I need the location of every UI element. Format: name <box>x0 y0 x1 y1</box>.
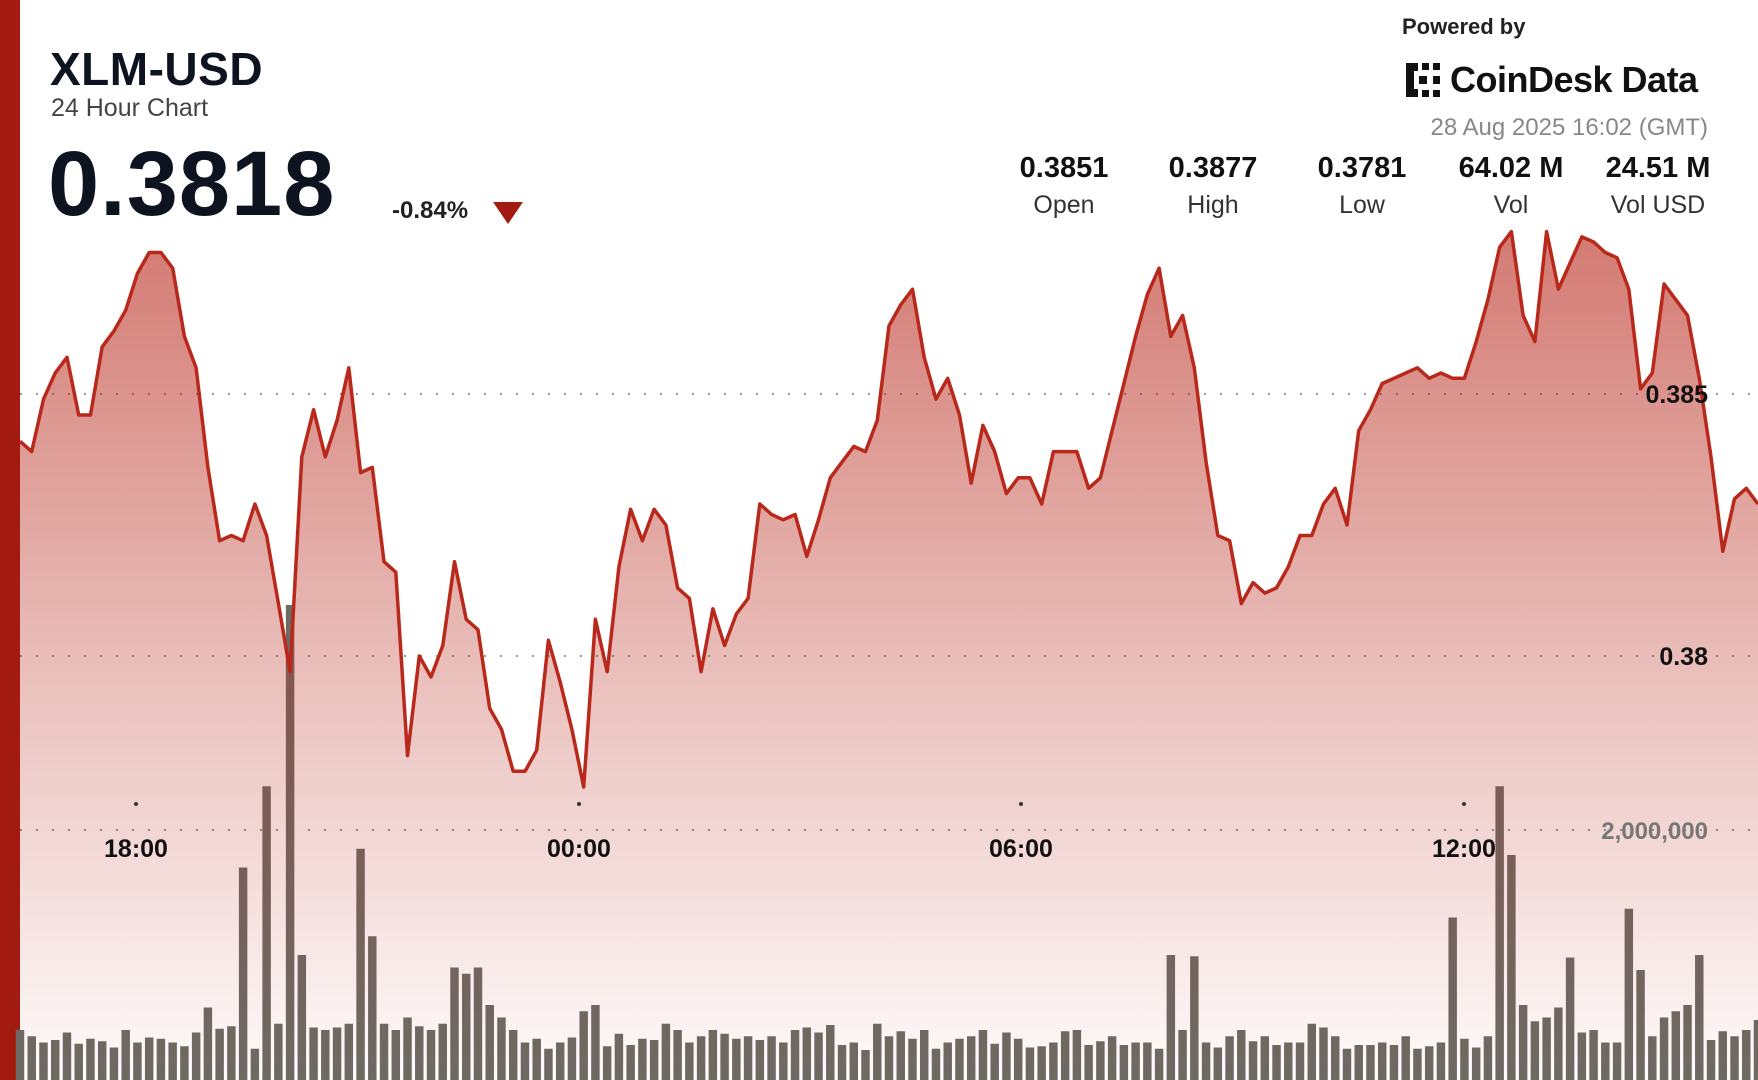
x-tick-label: 06:00 <box>989 835 1053 863</box>
timestamp: 28 Aug 2025 16:02 (GMT) <box>1430 114 1709 141</box>
stat-high: 0.3877 High <box>1148 152 1278 220</box>
stat-vol-usd: 24.51 M Vol USD <box>1593 152 1723 220</box>
price-change: -0.84% <box>392 197 469 224</box>
stat-label: High <box>1187 191 1239 219</box>
chart-subtitle: 24 Hour Chart <box>51 94 209 122</box>
stat-value: 0.3851 <box>1019 152 1109 184</box>
powered-by-label: Powered by <box>1402 14 1526 39</box>
ticker-title: XLM-USD <box>50 43 264 95</box>
x-tick-label: 12:00 <box>1432 835 1496 863</box>
stat-label: Vol <box>1493 191 1529 219</box>
x-tick-mark <box>1462 802 1466 806</box>
current-price: 0.3818 <box>48 133 336 235</box>
stat-vol: 64.02 M Vol <box>1446 152 1576 220</box>
stat-value: 24.51 M <box>1605 152 1711 184</box>
stat-value: 0.3877 <box>1168 152 1258 184</box>
stat-value: 64.02 M <box>1458 152 1564 184</box>
coindesk-logo-icon <box>1406 63 1440 97</box>
x-tick-label: 18:00 <box>104 835 168 863</box>
stat-open: 0.3851 Open <box>999 152 1129 220</box>
stat-label: Open <box>1033 191 1095 219</box>
x-tick-mark <box>577 802 581 806</box>
brand: CoinDesk Data <box>1402 55 1698 105</box>
x-tick-mark <box>134 802 138 806</box>
label-layer: 18:00 00:00 06:00 12:00 0.385 0.38 2,000,000 <box>104 381 1708 863</box>
stat-label: Low <box>1339 191 1385 219</box>
stat-label: Vol USD <box>1610 191 1706 219</box>
stat-low: 0.3781 Low <box>1297 152 1427 220</box>
volume-tick-label: 2,000,000 <box>1601 818 1708 845</box>
x-tick-label: 00:00 <box>547 835 611 863</box>
brand-name: CoinDesk Data <box>1450 59 1698 100</box>
triangle-down-icon <box>493 202 523 224</box>
price-area <box>20 231 1758 1080</box>
stat-value: 0.3781 <box>1317 152 1407 184</box>
price-tick-label: 0.38 <box>1659 643 1708 671</box>
x-tick-mark <box>1019 802 1023 806</box>
accent-bar <box>0 0 20 1080</box>
price-line <box>18 229 1758 789</box>
price-tick-label: 0.385 <box>1645 381 1708 409</box>
